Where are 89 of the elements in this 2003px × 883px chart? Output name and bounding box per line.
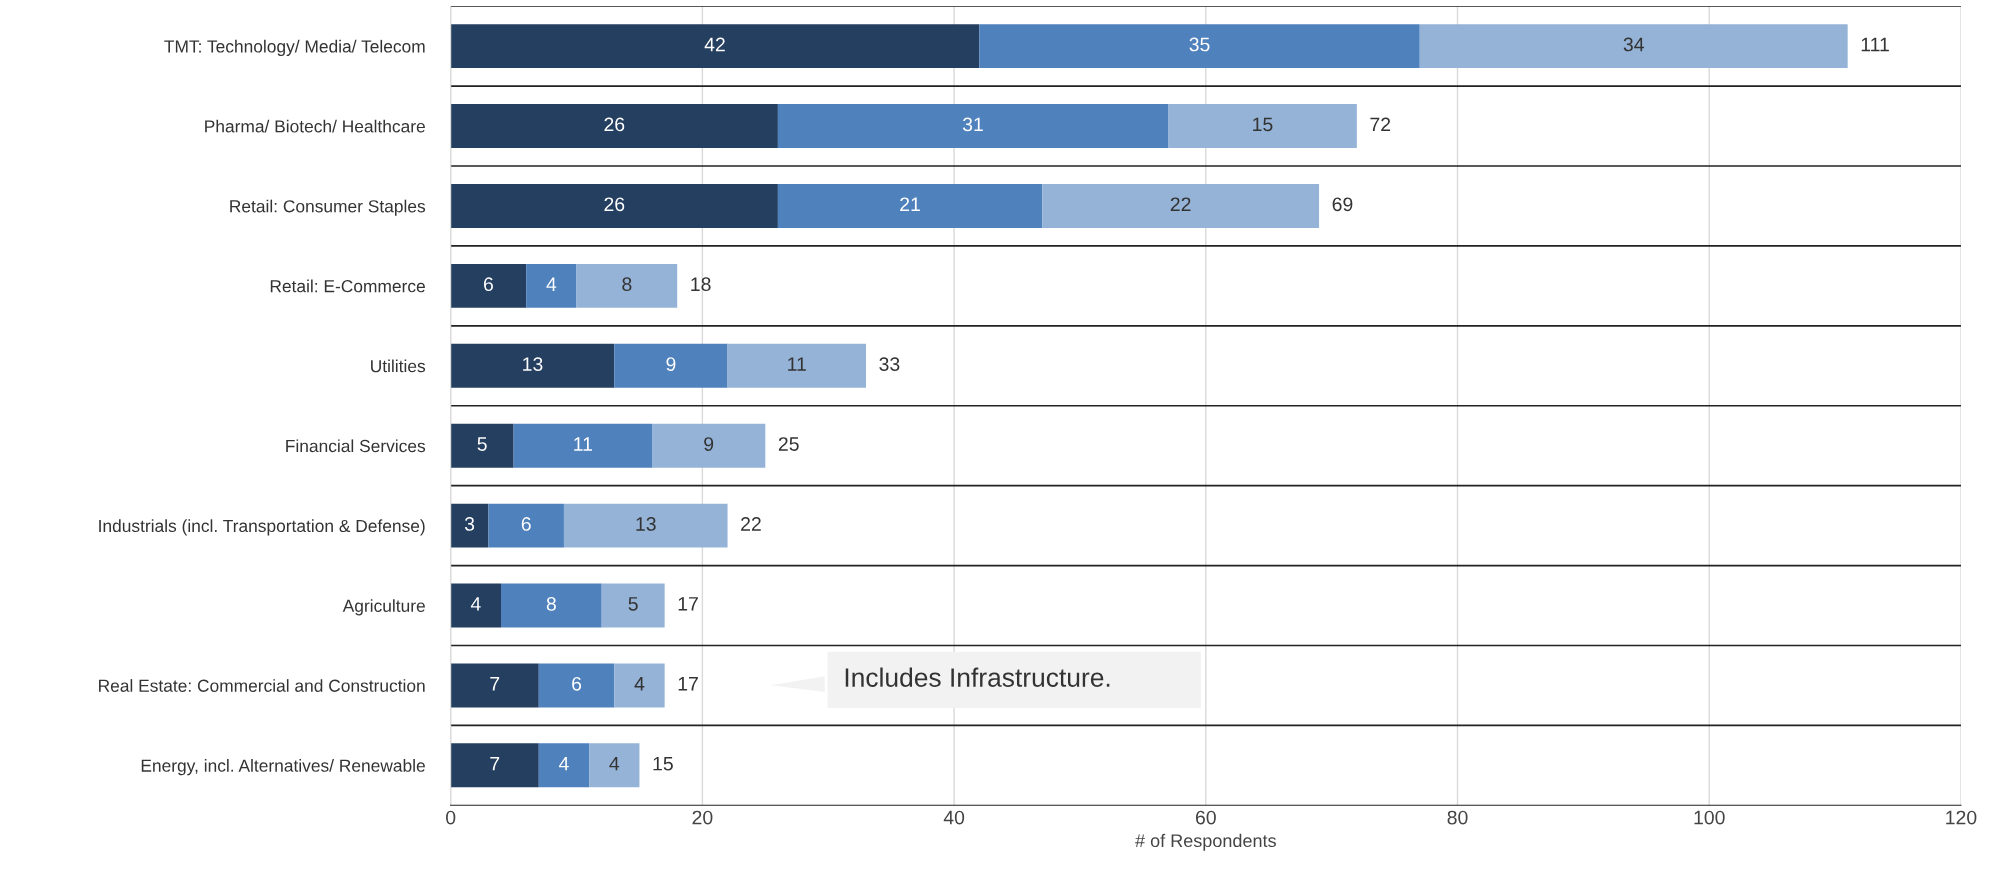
x-tick-label: 60 <box>1195 810 1216 825</box>
data-label: 13 <box>636 517 656 531</box>
data-label: 4 <box>558 756 569 771</box>
total-label: 17 <box>678 597 698 611</box>
y-tick-label: Pharma/ Biotech/ Healthcare <box>205 119 425 133</box>
x-axis-title: # of Respondents <box>1135 833 1276 851</box>
total-label: 111 <box>1861 37 1889 52</box>
bar <box>501 583 602 628</box>
total-label: 33 <box>879 357 900 371</box>
data-label: 21 <box>900 197 920 211</box>
total-label: 17 <box>678 677 698 691</box>
data-label: 6 <box>572 676 582 691</box>
bar <box>450 503 489 548</box>
bar <box>1419 24 1848 69</box>
data-label: 7 <box>490 677 500 691</box>
bar <box>526 263 577 308</box>
data-label: 8 <box>622 277 632 292</box>
bar <box>601 583 665 628</box>
total-label: 69 <box>1332 197 1353 212</box>
bar <box>450 104 778 149</box>
x-tick-label: 40 <box>943 810 965 825</box>
x-tick-label: 20 <box>692 810 713 825</box>
y-tick-label: Industrials (incl. Transportation & Defense) <box>99 519 425 536</box>
data-label: 11 <box>574 437 592 451</box>
bar <box>979 24 1420 69</box>
y-tick-label: Utilities <box>371 359 426 373</box>
data-label: 9 <box>666 357 676 371</box>
data-label: 4 <box>470 597 481 611</box>
bar <box>450 423 514 468</box>
data-label: 8 <box>546 596 556 611</box>
data-label: 11 <box>788 357 806 371</box>
bar <box>538 743 590 788</box>
data-label: 13 <box>523 357 543 371</box>
data-label: 26 <box>604 197 625 212</box>
bar <box>450 343 615 388</box>
annotation: Includes Infrastructure. <box>845 667 1110 687</box>
y-tick-label: Retail: E-Commerce <box>270 279 425 293</box>
bar <box>777 183 1043 228</box>
data-label: 42 <box>704 37 725 52</box>
bar <box>576 263 678 308</box>
data-label: 7 <box>490 756 500 771</box>
bar <box>450 24 980 69</box>
data-label: 9 <box>704 437 714 451</box>
y-tick-label: Retail: Consumer Staples <box>230 199 426 216</box>
y-tick-label: Real Estate: Commercial and Construction <box>99 679 425 692</box>
bar <box>563 503 728 548</box>
bar <box>450 583 502 628</box>
bar <box>538 663 615 708</box>
bar <box>614 663 665 708</box>
bar <box>450 263 527 308</box>
data-label: 4 <box>634 677 645 691</box>
data-label: 34 <box>1623 37 1644 52</box>
bar <box>614 343 728 388</box>
data-label: 22 <box>1170 197 1191 211</box>
y-tick-label: Energy, incl. Alternatives/ Renewable <box>141 759 425 776</box>
x-tick-label: 120 <box>1946 810 1977 825</box>
x-tick-label: 0 <box>446 810 456 825</box>
data-label: 26 <box>604 117 625 132</box>
bar <box>652 423 766 468</box>
y-tick-label: Agriculture <box>342 599 425 616</box>
bar <box>450 663 539 708</box>
bar <box>589 743 640 788</box>
data-label: 3 <box>464 517 475 531</box>
y-tick-label: TMT: Technology/ Media/ Telecom <box>164 39 425 57</box>
data-label: 5 <box>628 597 638 611</box>
bar <box>1168 104 1357 149</box>
x-tick-label: 100 <box>1694 810 1725 825</box>
data-label: 4 <box>546 277 557 291</box>
data-label: 31 <box>962 117 983 132</box>
bar <box>727 343 866 388</box>
bar <box>1042 183 1320 228</box>
bar <box>450 743 539 788</box>
bar <box>450 183 778 228</box>
total-label: 25 <box>778 437 799 451</box>
bar <box>488 503 564 548</box>
total-label: 18 <box>691 277 711 292</box>
data-label: 15 <box>1253 117 1273 132</box>
x-tick-label: 80 <box>1447 810 1468 825</box>
y-tick-label: Financial Services <box>286 439 426 453</box>
bar <box>513 423 653 468</box>
data-label: 35 <box>1189 37 1210 52</box>
total-label: 15 <box>653 756 673 771</box>
data-label: 6 <box>484 277 493 292</box>
total-label: 22 <box>741 517 761 531</box>
data-label: 4 <box>609 756 620 771</box>
data-label: 5 <box>477 437 487 451</box>
bar <box>777 104 1169 149</box>
data-label: 6 <box>521 517 531 531</box>
total-label: 72 <box>1370 117 1391 132</box>
